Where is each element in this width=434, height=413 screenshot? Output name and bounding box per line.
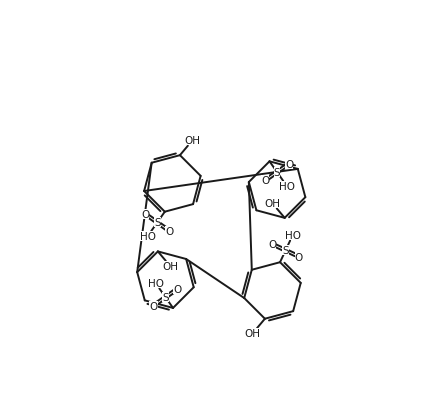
Text: O: O — [165, 226, 174, 236]
Text: OH: OH — [244, 329, 260, 339]
Text: HO: HO — [285, 230, 301, 240]
Text: O: O — [268, 240, 276, 249]
Text: S: S — [154, 218, 161, 228]
Text: S: S — [162, 292, 169, 302]
Text: O: O — [173, 284, 181, 294]
Text: HO: HO — [148, 279, 164, 289]
Text: OH: OH — [184, 136, 201, 146]
Text: O: O — [295, 252, 303, 262]
Text: OH: OH — [162, 261, 178, 271]
Text: O: O — [141, 209, 149, 219]
Text: HO: HO — [140, 232, 155, 242]
Text: S: S — [282, 246, 289, 256]
Text: O: O — [149, 301, 158, 311]
Text: OH: OH — [264, 199, 280, 209]
Text: HO: HO — [279, 181, 295, 192]
Text: O: O — [261, 176, 269, 186]
Text: O: O — [285, 159, 293, 169]
Text: S: S — [274, 168, 280, 178]
